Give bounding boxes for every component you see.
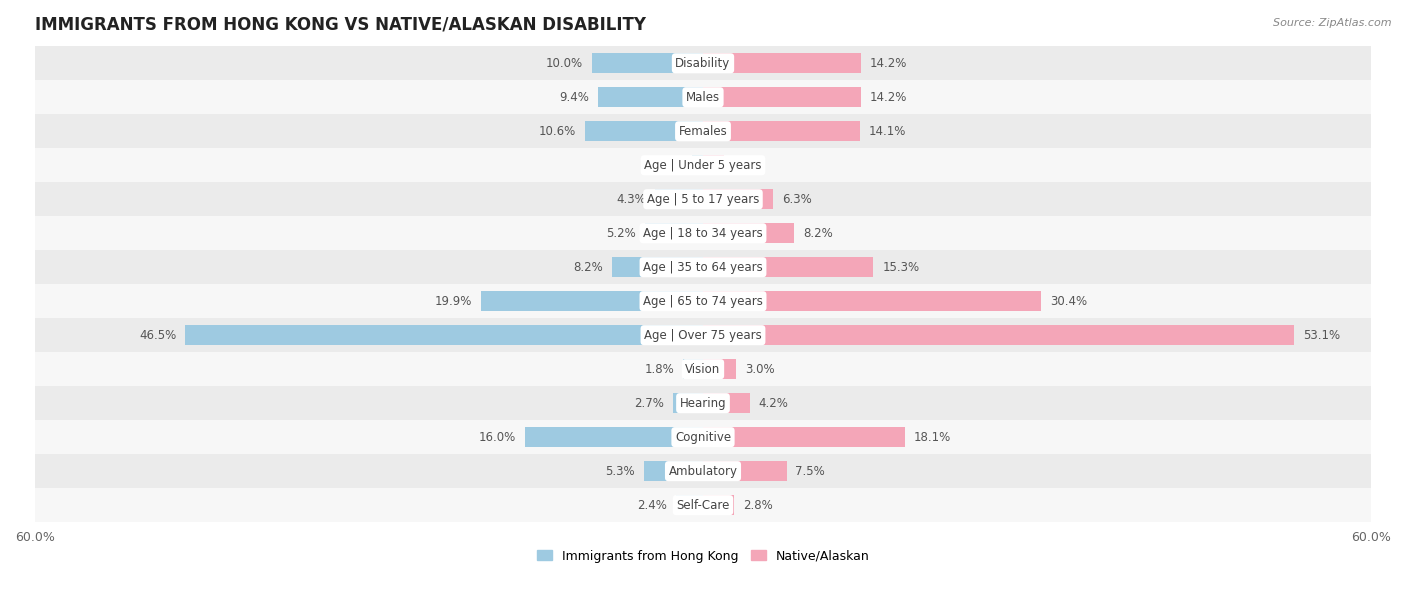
Text: Age | 35 to 64 years: Age | 35 to 64 years [643, 261, 763, 274]
Text: Hearing: Hearing [679, 397, 727, 409]
Bar [585, 121, 703, 141]
Text: 6.3%: 6.3% [782, 193, 811, 206]
Text: Age | 5 to 17 years: Age | 5 to 17 years [647, 193, 759, 206]
Text: Vision: Vision [685, 363, 721, 376]
Bar [703, 189, 773, 209]
Text: 1.8%: 1.8% [644, 363, 673, 376]
Text: Males: Males [686, 91, 720, 104]
Text: 14.2%: 14.2% [870, 91, 907, 104]
Bar [703, 88, 860, 107]
Text: 2.7%: 2.7% [634, 397, 664, 409]
Bar [703, 291, 1042, 311]
Bar [35, 148, 1371, 182]
Text: 5.2%: 5.2% [606, 226, 636, 240]
Bar [703, 427, 904, 447]
Text: IMMIGRANTS FROM HONG KONG VS NATIVE/ALASKAN DISABILITY: IMMIGRANTS FROM HONG KONG VS NATIVE/ALAS… [35, 15, 645, 33]
Bar [35, 114, 1371, 148]
Text: 10.0%: 10.0% [546, 57, 582, 70]
Bar [703, 461, 786, 481]
Text: 7.5%: 7.5% [796, 465, 825, 477]
Text: 8.2%: 8.2% [574, 261, 603, 274]
Bar [35, 284, 1371, 318]
Bar [35, 488, 1371, 522]
Bar [35, 352, 1371, 386]
Bar [703, 394, 749, 413]
Text: Disability: Disability [675, 57, 731, 70]
Bar [703, 53, 860, 73]
Bar [35, 420, 1371, 454]
Text: Source: ZipAtlas.com: Source: ZipAtlas.com [1274, 18, 1392, 28]
Text: 4.3%: 4.3% [616, 193, 647, 206]
Bar [703, 155, 724, 175]
Text: 9.4%: 9.4% [560, 91, 589, 104]
Text: 18.1%: 18.1% [914, 431, 950, 444]
Bar [673, 394, 703, 413]
Bar [35, 182, 1371, 216]
Bar [655, 189, 703, 209]
Text: 4.2%: 4.2% [759, 397, 789, 409]
Text: 53.1%: 53.1% [1303, 329, 1340, 341]
Text: 19.9%: 19.9% [434, 295, 472, 308]
Text: 14.1%: 14.1% [869, 125, 907, 138]
Bar [35, 386, 1371, 420]
Text: 2.8%: 2.8% [744, 499, 773, 512]
Text: 1.9%: 1.9% [733, 159, 763, 172]
Text: Age | Over 75 years: Age | Over 75 years [644, 329, 762, 341]
Bar [644, 461, 703, 481]
Text: Age | 18 to 34 years: Age | 18 to 34 years [643, 226, 763, 240]
Text: 14.2%: 14.2% [870, 57, 907, 70]
Bar [592, 53, 703, 73]
Bar [703, 359, 737, 379]
Bar [599, 88, 703, 107]
Bar [692, 155, 703, 175]
Bar [35, 318, 1371, 352]
Text: 8.2%: 8.2% [803, 226, 832, 240]
Text: 30.4%: 30.4% [1050, 295, 1087, 308]
Text: 15.3%: 15.3% [882, 261, 920, 274]
Text: 0.95%: 0.95% [647, 159, 683, 172]
Bar [645, 223, 703, 243]
Text: Age | 65 to 74 years: Age | 65 to 74 years [643, 295, 763, 308]
Bar [676, 495, 703, 515]
Text: 10.6%: 10.6% [538, 125, 576, 138]
Bar [703, 326, 1295, 345]
Bar [683, 359, 703, 379]
Text: 46.5%: 46.5% [139, 329, 176, 341]
Text: 16.0%: 16.0% [478, 431, 516, 444]
Legend: Immigrants from Hong Kong, Native/Alaskan: Immigrants from Hong Kong, Native/Alaska… [531, 545, 875, 567]
Bar [524, 427, 703, 447]
Text: Age | Under 5 years: Age | Under 5 years [644, 159, 762, 172]
Text: Cognitive: Cognitive [675, 431, 731, 444]
Text: 5.3%: 5.3% [606, 465, 636, 477]
Bar [35, 216, 1371, 250]
Bar [703, 495, 734, 515]
Text: 2.4%: 2.4% [637, 499, 668, 512]
Bar [35, 80, 1371, 114]
Bar [703, 121, 860, 141]
Bar [481, 291, 703, 311]
Bar [703, 223, 794, 243]
Text: 3.0%: 3.0% [745, 363, 775, 376]
Text: Females: Females [679, 125, 727, 138]
Text: Self-Care: Self-Care [676, 499, 730, 512]
Bar [703, 258, 873, 277]
Bar [186, 326, 703, 345]
Text: Ambulatory: Ambulatory [668, 465, 738, 477]
Bar [35, 250, 1371, 284]
Bar [35, 454, 1371, 488]
Bar [612, 258, 703, 277]
Bar [35, 47, 1371, 80]
